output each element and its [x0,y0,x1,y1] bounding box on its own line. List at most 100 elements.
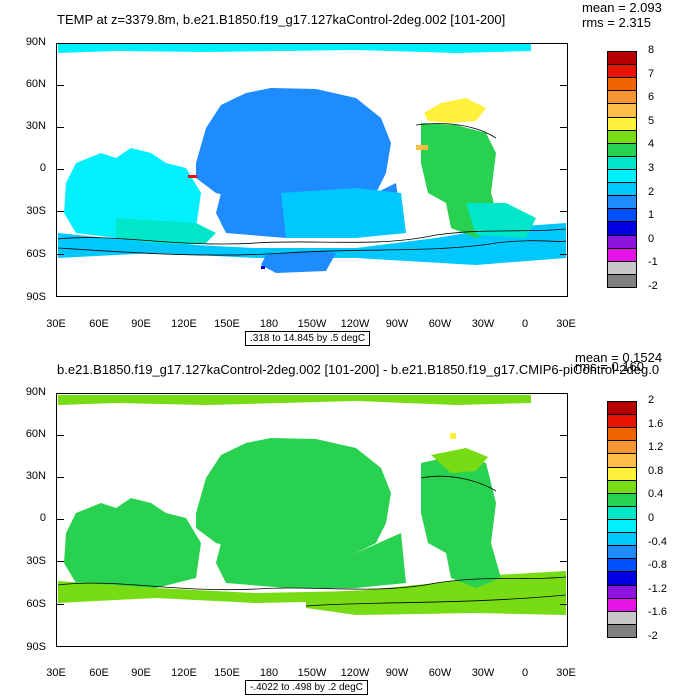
colorbar-cell [607,90,637,105]
lat-label: 30S [26,555,46,567]
colorbar-cell [607,77,637,92]
lat-label: 30S [26,205,46,217]
lat-label: 0 [39,512,46,524]
colorbar-cell [607,247,637,262]
colorbar-cell [607,182,637,197]
colorbar-cell [607,64,637,79]
lon-label: 150E [214,318,240,330]
arctic-ocean-region [58,44,531,53]
colorbar-cell [607,103,637,118]
lat-label: 30N [25,120,46,132]
bottom-colorbar [607,401,637,638]
colorbar-label: 7 [648,67,655,80]
colorbar-cell [607,466,637,481]
lon-label: 30W [471,667,495,679]
colorbar-label: 1.2 [648,441,664,454]
lon-label: 30E [556,667,576,679]
colorbar-cell [607,234,637,249]
tick-marks [56,435,568,605]
lon-label: 30E [46,318,66,330]
lat-label: 60S [26,248,46,260]
antarctic-bottom-region [306,588,566,615]
lat-label: 60N [25,428,46,440]
colorbar-label: 2 [648,394,655,406]
colorbar-cell [607,116,637,131]
lon-label: 90W [385,667,409,679]
contour-line [57,576,567,591]
colorbar-label: -1.2 [648,582,667,595]
lon-label: 150W [297,318,327,330]
top-colorbar [607,51,637,288]
colorbar-label: 1 [648,209,655,222]
lon-label: 0 [521,318,529,330]
colorbar-cell [607,427,637,442]
colorbar-cell [607,221,637,236]
lon-label: 120W [340,318,370,330]
lat-label: 90N [25,386,46,398]
colorbar-label: 2 [648,185,655,198]
contour-line [420,475,497,492]
colorbar-label: 0 [648,512,655,524]
lon-label: 30E [556,318,576,330]
bottom-mean-value: mean = 0.1524 [575,350,663,365]
lon-label: 90E [131,318,151,330]
colorbar-label: 0.8 [648,464,664,477]
colorbar-label: 0.4 [648,488,664,501]
contour-line [305,594,567,607]
red-spot-feature [188,175,197,178]
lon-label: 180 [259,667,279,679]
colorbar-cell [607,195,637,210]
colorbar-label: 1.6 [648,417,664,430]
lon-label: 120E [171,318,197,330]
contour-line [415,123,497,139]
colorbar-cell [607,51,637,66]
atlantic-upper-region [431,448,488,473]
colorbar-label: -1 [648,256,658,269]
lat-label: 90S [26,641,46,653]
lon-label: 150E [214,667,240,679]
lon-label: 90E [131,667,151,679]
top-mean-value: mean = 2.093 [582,0,662,15]
colorbar-label: -0.4 [648,535,667,548]
colorbar-cell [607,532,637,547]
indian-ocean-south-region [116,218,216,248]
top-map-plot [56,43,568,297]
lon-label: 30E [46,667,66,679]
colorbar-label: 3 [648,162,655,174]
lon-label: 180 [259,318,279,330]
top-rms-value: rms = 2.315 [582,15,652,30]
colorbar-cell [607,260,637,275]
colorbar-label: 6 [648,91,655,104]
colorbar-cell [607,155,637,170]
lon-label: 60W [428,318,452,330]
lon-label: 60E [89,667,109,679]
lon-label: 150W [297,667,327,679]
lon-label: 90W [385,318,409,330]
colorbar-cell [607,545,637,560]
indian-ocean-region [64,148,201,238]
colorbar-cell [607,492,637,507]
pacific-ocean-region [196,438,391,558]
colorbar-label: 5 [648,114,655,127]
bottom-map-canvas [56,393,568,647]
colorbar-cell [607,479,637,494]
lat-label: 90S [26,291,46,303]
colorbar-label: 4 [648,138,655,151]
colorbar-cell [607,453,637,468]
colorbar-label: -1.6 [648,606,667,619]
yellow-spot-feature [416,145,428,150]
contour-line [57,228,567,245]
lon-label: 120W [340,667,370,679]
colorbar-cell [607,519,637,534]
colorbar-cell [607,440,637,455]
colorbar-cell [607,129,637,144]
arctic-ocean-region [58,395,531,405]
colorbar-cell [607,414,637,429]
lon-label: 120E [171,667,197,679]
contour-range-info: -.4022 to .498 by .2 degC [245,680,368,695]
lon-label: 60E [89,318,109,330]
contour-range-info: .318 to 14.845 by .5 degC [245,331,371,346]
colorbar-cell [607,505,637,520]
colorbar-cell [607,401,637,416]
north-atlantic-warm-region [424,98,486,123]
